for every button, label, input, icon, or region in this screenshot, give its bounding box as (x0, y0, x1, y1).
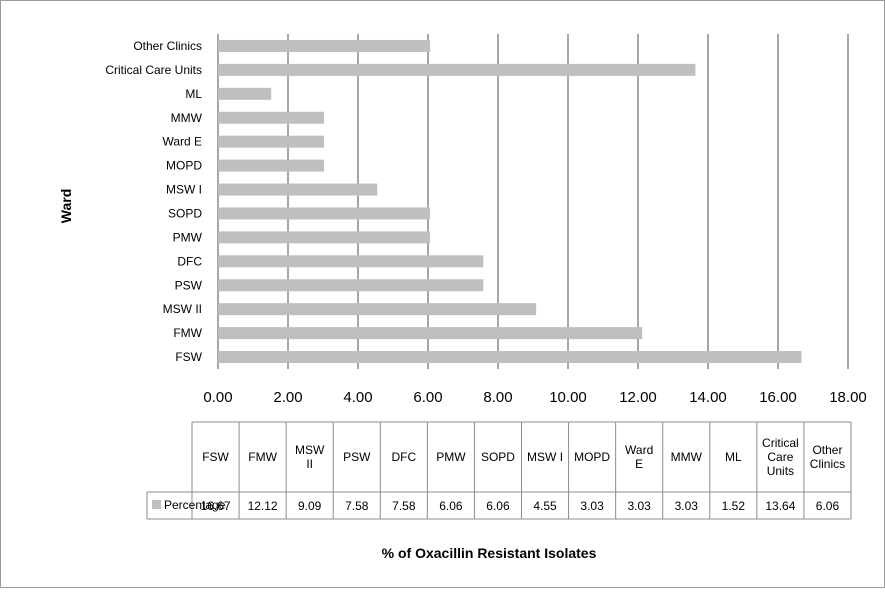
legend-key (152, 500, 161, 509)
table-value: 3.03 (675, 499, 699, 513)
x-tick-label: 14.00 (689, 389, 727, 406)
bar (218, 207, 431, 220)
bar (218, 279, 484, 292)
category-label: Critical Care Units (105, 63, 202, 77)
bar (218, 351, 802, 364)
category-label: MSW II (163, 302, 202, 316)
category-label: Ward E (162, 135, 202, 149)
table-header: Other Clinics (810, 443, 845, 471)
table-value: 7.58 (345, 499, 369, 513)
category-label: PSW (175, 278, 203, 292)
bar (218, 327, 643, 340)
bar (218, 39, 431, 52)
bars (218, 39, 802, 364)
table-value: 4.55 (533, 499, 557, 513)
bar (218, 135, 325, 148)
category-labels: FSW FMW MSW II PSW DFC PMW SOPD MSW I MOPD Ward E… (105, 39, 202, 364)
category-label: ML (185, 87, 202, 101)
category-label: FSW (175, 350, 202, 364)
table-header: MOPD (574, 450, 610, 464)
bar (218, 255, 484, 268)
bar (218, 183, 378, 196)
category-label: MOPD (166, 159, 202, 173)
bar (218, 63, 696, 76)
category-label: MMW (171, 111, 203, 125)
table-header: ML (725, 450, 742, 464)
x-tick-label: 4.00 (343, 389, 372, 406)
table-header: MSW II (295, 443, 325, 471)
table-value: 12.12 (248, 499, 278, 513)
x-tick-label: 2.00 (273, 389, 302, 406)
bar (218, 159, 325, 172)
x-tick-label: 0.00 (203, 389, 232, 406)
bar (218, 87, 272, 100)
category-label: MSW I (166, 183, 202, 197)
table-value: 3.03 (580, 499, 604, 513)
y-axis-title: Ward (58, 189, 74, 223)
category-label: FMW (173, 326, 202, 340)
category-label: SOPD (168, 206, 202, 220)
table-value: 6.06 (486, 499, 510, 513)
table-value: 1.52 (722, 499, 746, 513)
category-label: Other Clinics (133, 39, 202, 53)
table-value: 13.64 (765, 499, 795, 513)
table-header: Critical Care Units (762, 436, 799, 478)
table-header: MSW I (527, 450, 563, 464)
gridlines (217, 34, 849, 369)
table-header: PMW (436, 450, 466, 464)
bar (218, 231, 431, 244)
x-axis-title: % of Oxacillin Resistant Isolates (382, 545, 597, 561)
x-tick-label: 18.00 (829, 389, 867, 406)
table-header: MMW (671, 450, 703, 464)
table-value: 7.58 (392, 499, 416, 513)
x-tick-labels: 0.00 2.00 4.00 6.00 8.00 10.00 12.00 14.00 16.00… (203, 389, 866, 406)
table-value: 3.03 (627, 499, 651, 513)
x-tick-label: 12.00 (619, 389, 657, 406)
table-header: PSW (343, 450, 371, 464)
x-tick-label: 10.00 (549, 389, 587, 406)
table-header: FMW (248, 450, 277, 464)
table-value: 6.06 (439, 499, 463, 513)
table-header: Ward E (625, 443, 653, 471)
bar (218, 303, 537, 316)
category-label: DFC (177, 254, 202, 268)
table-value: 6.06 (816, 499, 840, 513)
table-value: 9.09 (298, 499, 322, 513)
table-header: SOPD (481, 450, 515, 464)
bar (218, 111, 325, 124)
category-label: PMW (173, 230, 203, 244)
series-name: Percentage (164, 498, 226, 512)
x-tick-label: 16.00 (759, 389, 797, 406)
x-tick-label: 8.00 (483, 389, 512, 406)
table-value: 16.67 (201, 499, 231, 513)
table-header: FSW (202, 450, 229, 464)
table-header: DFC (391, 450, 416, 464)
data-table: Percentage FSW 16.67 FMW 12.12 MSW II 9.09 PSW 7.… (146, 421, 852, 520)
x-tick-label: 6.00 (413, 389, 442, 406)
